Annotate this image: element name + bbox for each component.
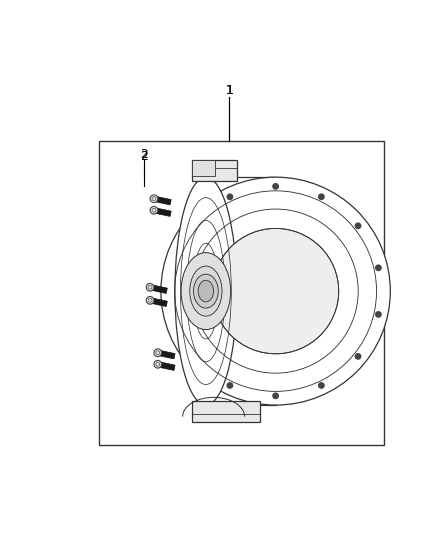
Polygon shape <box>157 350 175 359</box>
Circle shape <box>150 206 158 214</box>
Polygon shape <box>157 361 175 370</box>
Circle shape <box>150 195 158 203</box>
Ellipse shape <box>161 177 390 405</box>
Circle shape <box>146 296 154 304</box>
Bar <box>192 160 215 175</box>
Text: 1: 1 <box>225 84 233 98</box>
Circle shape <box>355 223 361 229</box>
Circle shape <box>227 194 233 199</box>
Circle shape <box>355 354 361 359</box>
Ellipse shape <box>190 266 222 316</box>
Circle shape <box>273 184 278 189</box>
Circle shape <box>154 360 162 368</box>
Polygon shape <box>153 196 171 205</box>
Polygon shape <box>149 285 167 294</box>
Circle shape <box>376 312 381 317</box>
Polygon shape <box>149 298 167 306</box>
Text: 2: 2 <box>140 150 148 163</box>
Circle shape <box>273 393 278 399</box>
Polygon shape <box>153 208 171 216</box>
Circle shape <box>318 383 324 388</box>
Ellipse shape <box>175 177 237 405</box>
Polygon shape <box>192 160 237 181</box>
Circle shape <box>154 349 162 357</box>
Ellipse shape <box>181 253 231 329</box>
Bar <box>99 141 384 445</box>
Circle shape <box>227 383 233 388</box>
Text: 1: 1 <box>225 84 233 98</box>
Circle shape <box>376 265 381 271</box>
Ellipse shape <box>198 280 214 302</box>
Text: 2: 2 <box>140 148 148 161</box>
Circle shape <box>146 284 154 291</box>
Ellipse shape <box>194 274 218 308</box>
Polygon shape <box>192 401 260 422</box>
Circle shape <box>318 194 324 199</box>
Ellipse shape <box>212 229 339 354</box>
